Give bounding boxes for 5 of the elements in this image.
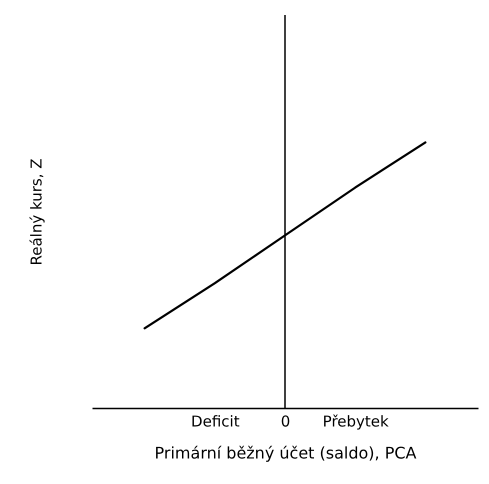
x-tick-label: 0 <box>280 412 290 430</box>
x-tick-label: Deficit <box>191 412 240 430</box>
x-tick-label: Přebytek <box>322 412 390 430</box>
y-axis-title: Reálný kurs, Z <box>28 158 46 266</box>
x-axis-title: Primární běžný účet (saldo), PCA <box>154 444 417 462</box>
